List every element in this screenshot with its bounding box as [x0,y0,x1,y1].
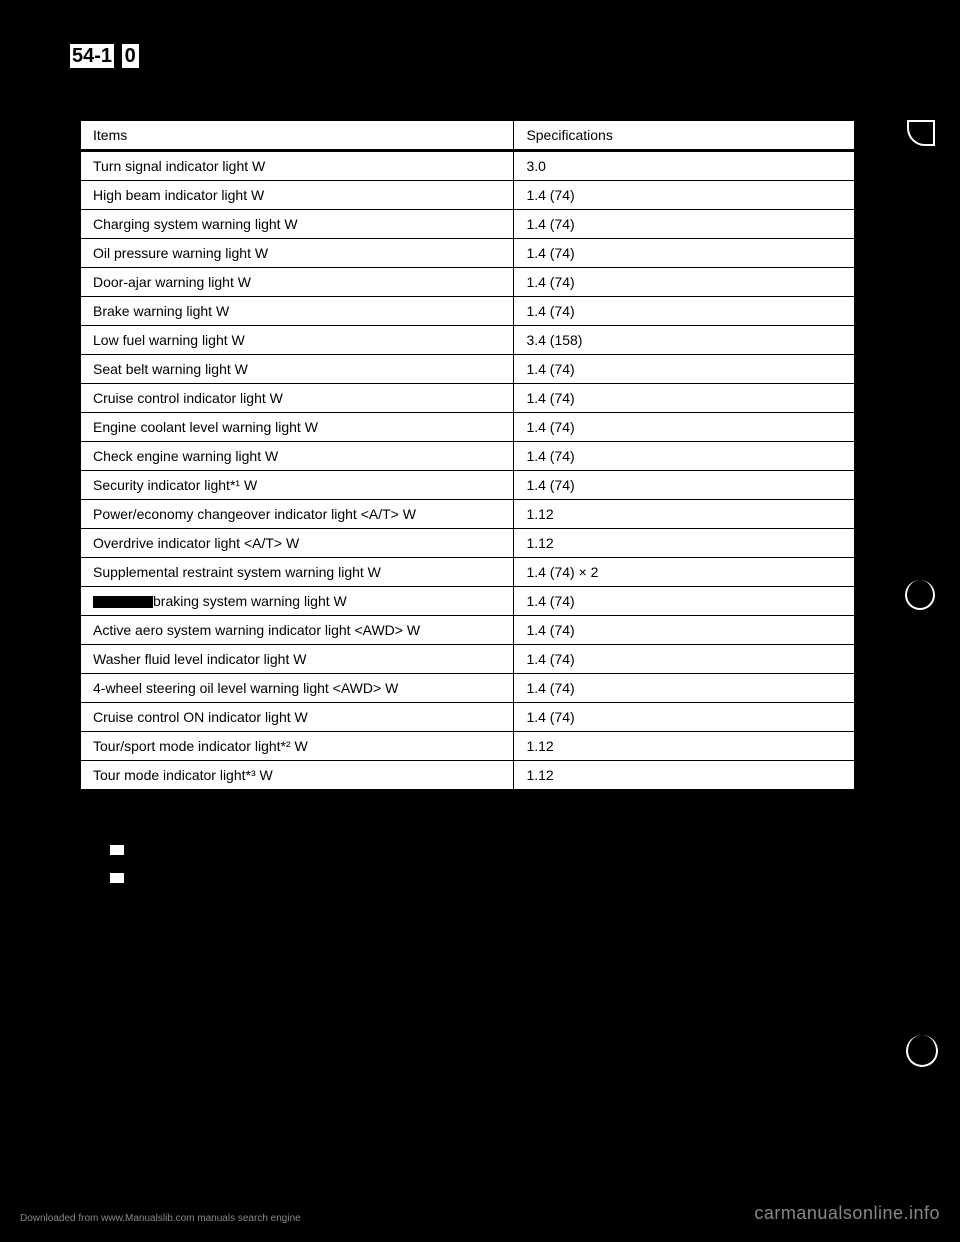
spec-cell: 1.12 [514,500,855,529]
item-cell: Charging system warning light W [81,210,514,239]
table-row: Check engine warning light W1.4 (74) [81,442,855,471]
table-row: Cruise control indicator light W1.4 (74) [81,384,855,413]
footer-left: Downloaded from www.Manualslib.com manua… [20,1213,301,1224]
item-cell: Power/economy changeover indicator light… [81,500,514,529]
table-row: braking system warning light W 1.4 (74) [81,587,855,616]
table-row: Active aero system warning indicator lig… [81,616,855,645]
page-num-gap [114,44,122,68]
item-cell: Brake warning light W [81,297,514,326]
item-cell: Check engine warning light W [81,442,514,471]
item-cell: Security indicator light*¹ W [81,471,514,500]
item-cell: Supplemental restraint system warning li… [81,558,514,587]
item-cell: Door-ajar warning light W [81,268,514,297]
spec-cell: 1.4 (74) [514,442,855,471]
spec-cell: 1.4 (74) [514,268,855,297]
item-cell: Washer fluid level indicator light W [81,645,514,674]
table-row: Washer fluid level indicator light W1.4 … [81,645,855,674]
table-row: Cruise control ON indicator light W1.4 (… [81,703,855,732]
spec-cell: 1.4 (74) [514,703,855,732]
table-row: Tour/sport mode indicator light*² W1.12 [81,732,855,761]
spec-cell: 1.12 [514,732,855,761]
spec-cell: 3.4 (158) [514,326,855,355]
table-header-row: Items Specifications [81,121,855,151]
page-num-suffix: 0 [122,44,139,68]
item-cell: Cruise control indicator light W [81,384,514,413]
item-text: braking system warning light W [153,593,347,609]
table-row: Power/economy changeover indicator light… [81,500,855,529]
margin-mark-mid [905,580,935,610]
item-cell: 4-wheel steering oil level warning light… [81,674,514,703]
spec-cell: 1.4 (74) [514,616,855,645]
spec-cell: 1.4 (74) [514,355,855,384]
note-marks [110,845,124,901]
table-row: Supplemental restraint system warning li… [81,558,855,587]
item-cell: High beam indicator light W [81,181,514,210]
spec-cell: 1.4 (74) [514,181,855,210]
item-cell: Cruise control ON indicator light W [81,703,514,732]
table-row: Low fuel warning light W3.4 (158) [81,326,855,355]
item-cell: Overdrive indicator light <A/T> W [81,529,514,558]
item-cell: Oil pressure warning light W [81,239,514,268]
spec-cell: 1.4 (74) × 2 [514,558,855,587]
item-cell: Tour/sport mode indicator light*² W [81,732,514,761]
spec-cell: 1.4 (74) [514,471,855,500]
spec-cell: 1.4 (74) [514,587,855,616]
spec-cell: 1.4 (74) [514,297,855,326]
spec-cell: 1.12 [514,529,855,558]
table-row: High beam indicator light W1.4 (74) [81,181,855,210]
page-number-header: 54-1 0 [70,45,139,68]
spec-cell: 1.12 [514,761,855,791]
table-row: Oil pressure warning light W1.4 (74) [81,239,855,268]
table-row: Turn signal indicator light W3.0 [81,151,855,181]
table-row: Seat belt warning light W1.4 (74) [81,355,855,384]
spec-cell: 3.0 [514,151,855,181]
table-row: Tour mode indicator light*³ W1.12 [81,761,855,791]
table-row: Charging system warning light W1.4 (74) [81,210,855,239]
spec-cell: 1.4 (74) [514,413,855,442]
header-specs: Specifications [514,121,855,151]
item-cell: Engine coolant level warning light W [81,413,514,442]
item-cell: Tour mode indicator light*³ W [81,761,514,791]
table-row: Security indicator light*¹ W1.4 (74) [81,471,855,500]
item-cell: Low fuel warning light W [81,326,514,355]
note-mark-2 [110,873,124,883]
table-row: 4-wheel steering oil level warning light… [81,674,855,703]
specifications-table: Items Specifications Turn signal indicat… [80,120,855,792]
page-num-prefix: 54-1 [70,44,114,68]
header-items: Items [81,121,514,151]
table-row: Door-ajar warning light W1.4 (74) [81,268,855,297]
spec-cell: 1.4 (74) [514,210,855,239]
item-cell: Active aero system warning indicator lig… [81,616,514,645]
note-mark-1 [110,845,124,855]
table-row: Overdrive indicator light <A/T> W1.12 [81,529,855,558]
item-cell: Turn signal indicator light W [81,151,514,181]
spec-cell: 1.4 (74) [514,384,855,413]
spec-cell: 1.4 (74) [514,645,855,674]
item-cell: Seat belt warning light W [81,355,514,384]
margin-mark-top [907,120,935,146]
redacted-block [93,596,153,608]
margin-mark-bottom [906,1035,938,1067]
footer-right: carmanualsonline.info [754,1203,940,1224]
table-row: Brake warning light W1.4 (74) [81,297,855,326]
spec-cell: 1.4 (74) [514,674,855,703]
spec-cell: 1.4 (74) [514,239,855,268]
item-cell: braking system warning light W [81,587,514,616]
table-row: Engine coolant level warning light W1.4 … [81,413,855,442]
